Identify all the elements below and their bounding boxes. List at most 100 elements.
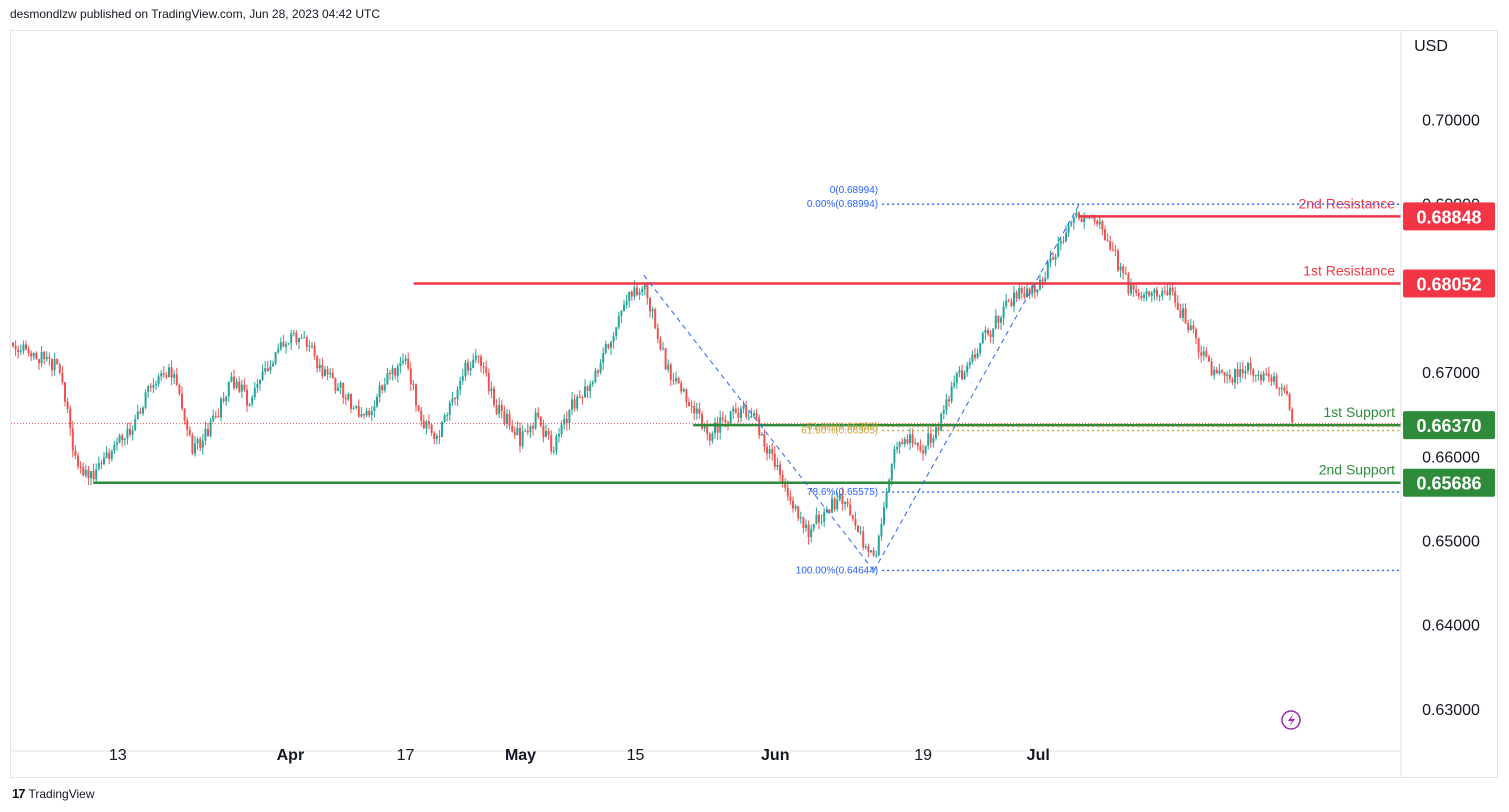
y-tick-label: 0.65000: [1422, 533, 1480, 550]
candle: [922, 444, 924, 461]
fib-retracement-a-level-label: 100.00%(0.64644): [796, 565, 878, 576]
candle: [1205, 347, 1208, 358]
candle: [807, 520, 810, 545]
candle: [194, 435, 196, 457]
price-chart[interactable]: 2nd Resistance 1st Resistance 1st Support 2…: [11, 31, 1497, 777]
candle: [456, 385, 459, 407]
candle: [537, 407, 540, 420]
candle: [997, 315, 1000, 330]
candle: [672, 372, 675, 386]
candle: [1132, 283, 1135, 297]
candle: [467, 358, 469, 376]
candle: [797, 505, 800, 522]
candle: [1013, 285, 1015, 313]
candle: [615, 326, 618, 341]
candle: [885, 487, 888, 510]
candle: [170, 360, 173, 386]
candle: [1046, 260, 1049, 280]
candle: [1208, 354, 1210, 362]
candle: [1218, 363, 1221, 376]
candle: [64, 382, 66, 407]
candle: [1145, 288, 1148, 302]
y-tick-label: 0.67000: [1422, 365, 1480, 382]
candle: [1163, 285, 1166, 295]
candle: [1187, 319, 1190, 333]
candle: [1254, 374, 1257, 383]
candle: [524, 428, 527, 432]
candle: [942, 405, 945, 420]
candle: [667, 359, 670, 373]
candle: [256, 379, 259, 393]
candle: [43, 350, 46, 365]
candle: [87, 465, 90, 485]
candle: [19, 344, 22, 355]
candle: [30, 350, 33, 362]
candle: [110, 449, 113, 462]
candle: [623, 299, 625, 313]
candle: [1210, 357, 1213, 377]
candle: [230, 372, 233, 383]
candle: [940, 412, 943, 432]
candle: [1283, 385, 1286, 394]
candle: [1078, 211, 1080, 221]
candle: [240, 379, 243, 399]
candle: [441, 421, 443, 438]
candle: [74, 445, 77, 460]
candle: [175, 367, 178, 386]
candle: [974, 348, 976, 361]
candle: [181, 386, 183, 411]
candle: [909, 427, 911, 451]
candle: [272, 360, 274, 367]
tradingview-logo-icon: 17: [12, 786, 26, 801]
2nd-support-price-text: 0.65686: [1416, 474, 1481, 494]
candle: [961, 364, 963, 381]
candle: [810, 524, 813, 543]
candle: [1007, 298, 1010, 303]
candle: [399, 356, 402, 374]
candle: [758, 414, 761, 440]
candle: [729, 410, 732, 427]
candle: [474, 348, 477, 364]
candle: [100, 459, 103, 469]
candle: [342, 382, 345, 404]
chart-frame[interactable]: 2nd Resistance 1st Resistance 1st Support 2…: [10, 30, 1498, 778]
candle: [784, 477, 787, 492]
candle: [248, 403, 251, 407]
candle: [753, 409, 755, 419]
x-tick-label: 17: [397, 747, 415, 764]
candle: [1213, 366, 1216, 380]
candle: [66, 397, 69, 414]
candle: [646, 281, 649, 305]
candle: [331, 368, 334, 379]
candle: [38, 359, 40, 370]
candle: [662, 341, 664, 351]
candle: [815, 507, 818, 525]
1st-support-price-text: 0.66370: [1416, 416, 1481, 436]
candle: [1291, 407, 1294, 426]
candle: [984, 326, 987, 341]
candle: [708, 431, 711, 446]
candle: [378, 381, 381, 403]
candle: [199, 436, 202, 451]
candle: [253, 381, 256, 401]
candle: [1054, 253, 1057, 267]
candle: [1231, 377, 1234, 386]
candle: [344, 393, 347, 406]
candle: [1109, 235, 1112, 252]
candle: [204, 421, 207, 446]
candle: [1117, 248, 1119, 273]
candle: [924, 445, 927, 456]
candle: [516, 421, 519, 436]
candle: [1179, 303, 1182, 319]
2nd-resistance-price-badge: [1403, 202, 1495, 231]
candle: [929, 426, 932, 448]
candle: [503, 405, 506, 426]
candle: [1265, 367, 1268, 377]
candle: [903, 436, 906, 448]
candle: [238, 376, 241, 393]
lightning-icon[interactable]: [1281, 710, 1301, 730]
candle: [987, 327, 989, 337]
fib-retracement-b-trend-line: [873, 203, 1080, 572]
candle: [610, 340, 612, 355]
candle: [82, 462, 85, 477]
